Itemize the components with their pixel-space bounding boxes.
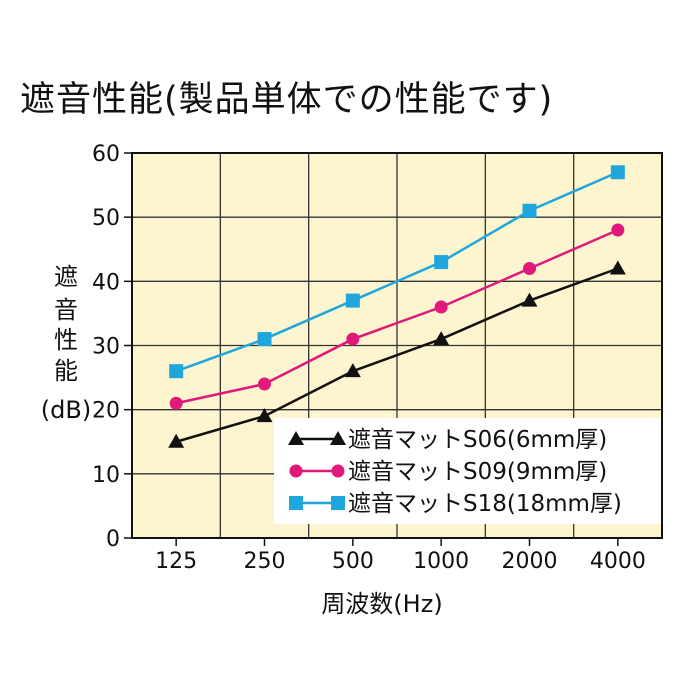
data-point	[258, 377, 271, 391]
y-axis-label-line: 性	[54, 326, 78, 354]
legend: 遮音マットS06(6mm厚) 遮音マットS09(9mm厚) 遮音マットS18(18m…	[274, 418, 662, 524]
data-point	[346, 332, 360, 346]
data-point	[523, 262, 536, 275]
data-point	[522, 203, 537, 218]
y-axis-label-line: 音	[54, 296, 78, 324]
y-axis-label-line: (dB)	[41, 396, 91, 424]
series-group	[168, 165, 626, 448]
data-point	[168, 433, 185, 448]
data-point	[609, 260, 626, 275]
y-tick-label: 40	[92, 270, 120, 295]
legend-marker	[289, 464, 303, 478]
legend-marker	[330, 431, 346, 445]
series-1	[169, 223, 625, 410]
legend-label: 遮音マットS18(18mm厚)	[348, 491, 622, 517]
series-line	[175, 267, 619, 443]
data-point	[257, 332, 272, 347]
series-line	[175, 228, 619, 405]
data-point	[434, 300, 448, 314]
x-tick-label: 125	[155, 549, 197, 574]
data-point	[169, 364, 184, 379]
y-tick-label: 10	[92, 463, 120, 488]
data-point	[345, 293, 360, 308]
x-axis-label: 周波数(Hz)	[321, 590, 442, 618]
series-2	[169, 165, 625, 379]
legend-item: 遮音マットS18(18mm厚)	[289, 491, 622, 517]
data-point	[256, 408, 273, 423]
legend-item: 遮音マットS06(6mm厚)	[288, 427, 607, 453]
x-tick-label: 2000	[502, 549, 558, 574]
data-point	[433, 331, 450, 346]
y-axis-label-line: 能	[54, 357, 78, 385]
x-tick-label: 1000	[413, 549, 469, 574]
data-point	[344, 363, 361, 378]
data-point	[611, 223, 625, 237]
legend-marker	[331, 464, 345, 478]
y-tick-label: 60	[92, 142, 120, 167]
series-line	[175, 171, 619, 373]
data-point	[610, 165, 625, 180]
y-tick-label: 0	[106, 527, 120, 552]
x-axis-ticks: 125 250 500 1000 2000 4000	[155, 538, 646, 574]
y-axis-label-line: 遮	[54, 263, 78, 291]
plot-border	[131, 152, 663, 539]
legend-marker	[289, 496, 303, 510]
chart-title: 遮音性能(製品単体での性能です)	[20, 80, 554, 120]
legend-label: 遮音マットS09(9mm厚)	[348, 459, 607, 485]
legend-item: 遮音マットS09(9mm厚)	[289, 459, 607, 485]
x-tick-label: 250	[244, 549, 286, 574]
y-tick-label: 30	[92, 335, 120, 360]
legend-marker	[288, 431, 304, 445]
legend-marker	[331, 496, 345, 510]
x-tick-label: 500	[332, 549, 374, 574]
y-axis-ticks: 0 10 20 30 40 50 60	[92, 142, 132, 552]
data-point	[521, 292, 538, 307]
series-0	[168, 260, 626, 448]
y-tick-label: 20	[92, 399, 120, 424]
data-point	[434, 255, 449, 270]
data-point	[169, 396, 183, 410]
legend-label: 遮音マットS06(6mm厚)	[348, 427, 607, 453]
x-tick-label: 4000	[590, 549, 646, 574]
y-tick-label: 50	[92, 206, 120, 231]
y-axis-label: 遮音性能 (dB)	[41, 263, 91, 424]
